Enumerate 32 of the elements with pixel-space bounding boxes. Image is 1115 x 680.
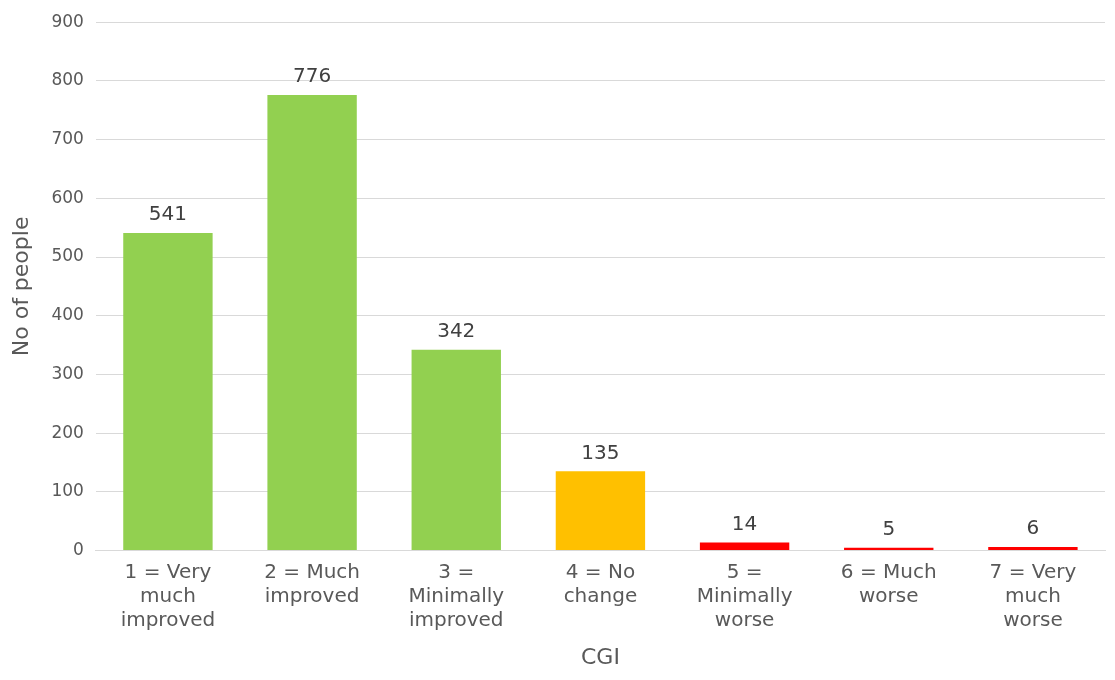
- y-tick-label: 600: [51, 186, 84, 207]
- bar: [123, 232, 213, 551]
- x-tick-label: 2 = Much improved: [264, 558, 360, 607]
- data-label: 5: [882, 515, 896, 540]
- bar: [267, 95, 357, 551]
- y-tick-label: 300: [51, 362, 84, 383]
- y-tick-label: 0: [73, 539, 84, 560]
- bar: [555, 471, 646, 551]
- y-tick-label: 500: [51, 245, 84, 266]
- bar: [988, 547, 1078, 551]
- bar: [411, 349, 501, 551]
- y-tick-label: 400: [51, 304, 84, 325]
- x-tick-label: 3 = Minimally improved: [408, 558, 505, 631]
- data-label: 135: [581, 439, 620, 464]
- y-axis-title: No of people: [7, 216, 33, 357]
- y-tick-label: 700: [51, 128, 84, 149]
- y-tick-label: 100: [51, 480, 84, 501]
- x-tick-label: 4 = No change: [563, 558, 638, 607]
- x-tick-label: 6 = Much worse: [840, 558, 937, 607]
- y-tick-label: 900: [51, 10, 84, 31]
- y-tick-label: 800: [51, 69, 84, 90]
- data-label: 541: [148, 201, 188, 226]
- y-tick-label: 200: [51, 421, 84, 442]
- data-label: 776: [293, 63, 332, 88]
- x-tick-label: 7 = Very much worse: [989, 558, 1077, 631]
- x-tick-label: 1 = Very much improved: [120, 558, 216, 631]
- data-label: 6: [1026, 515, 1040, 540]
- data-label: 342: [437, 318, 476, 343]
- bar: [699, 542, 790, 551]
- x-axis-title: CGI: [580, 643, 620, 669]
- data-label: 14: [731, 510, 758, 535]
- x-tick-label: 5 = Minimally worse: [696, 558, 793, 631]
